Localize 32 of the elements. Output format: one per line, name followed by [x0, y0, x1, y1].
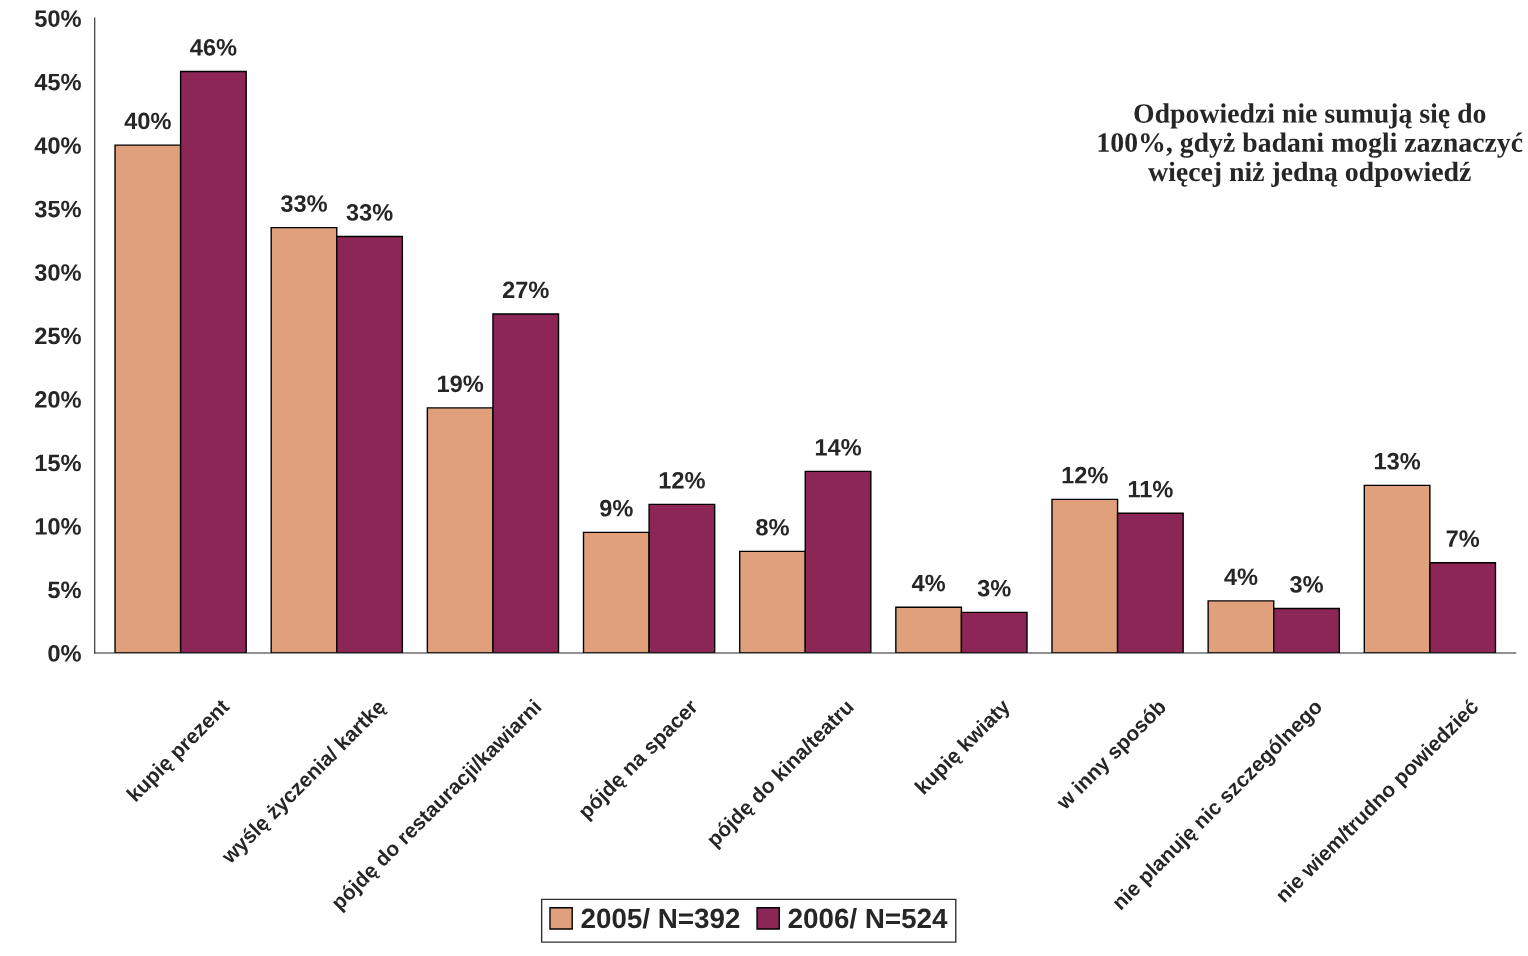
y-tick-label: 5% [48, 581, 81, 599]
data-label: 4% [1224, 568, 1258, 586]
data-label: 3% [977, 579, 1011, 597]
annotation: Odpowiedzi nie sumują się do 100%, gdyż badani mogli zaznaczyć więcej niż jedną odpowiedź [1098, 103, 1523, 187]
legend-label: 2006/ N=524 [788, 907, 948, 929]
legend-label: 2005/ N=392 [581, 907, 740, 929]
data-label: 14% [815, 438, 862, 456]
data-label: 33% [346, 204, 393, 221]
data-label: 12% [1062, 466, 1108, 484]
data-label: 4% [911, 574, 946, 592]
y-tick-label: 50% [35, 10, 81, 27]
data-label: 40% [124, 112, 171, 130]
y-tick-label: 40% [34, 137, 81, 154]
y-tick-label: 25% [35, 327, 81, 345]
data-label: 3% [1290, 576, 1323, 593]
y-tick-label: 30% [34, 264, 81, 281]
data-label: 27% [502, 281, 549, 299]
y-tick-label: 20% [35, 391, 81, 408]
data-label: 12% [659, 471, 705, 489]
y-tick-label: 15% [35, 454, 81, 472]
data-label: 8% [756, 518, 789, 536]
data-label: 11% [1128, 480, 1173, 498]
y-tick-label: 45% [34, 73, 81, 91]
y-tick-label: 10% [35, 518, 81, 535]
data-label: 13% [1374, 452, 1421, 470]
data-label: 46% [190, 38, 237, 56]
y-tick-label: 0% [48, 645, 81, 662]
data-label: 7% [1446, 530, 1480, 547]
y-tick-label: 35% [34, 200, 81, 218]
data-label: 33% [280, 195, 327, 212]
data-label: 19% [438, 375, 484, 393]
data-label: 9% [600, 499, 633, 517]
